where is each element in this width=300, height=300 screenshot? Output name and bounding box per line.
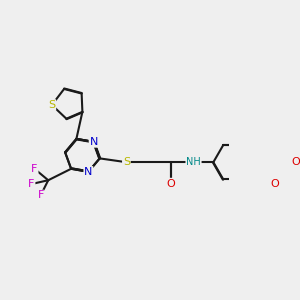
Text: O: O (291, 157, 300, 167)
Text: F: F (31, 164, 38, 174)
Text: F: F (28, 179, 34, 189)
Text: N: N (89, 137, 98, 147)
Text: NH: NH (186, 157, 201, 167)
Text: S: S (48, 100, 56, 110)
Text: F: F (38, 190, 44, 200)
Text: S: S (123, 157, 130, 167)
Text: O: O (270, 178, 279, 189)
Text: O: O (166, 178, 175, 189)
Text: N: N (84, 167, 93, 177)
